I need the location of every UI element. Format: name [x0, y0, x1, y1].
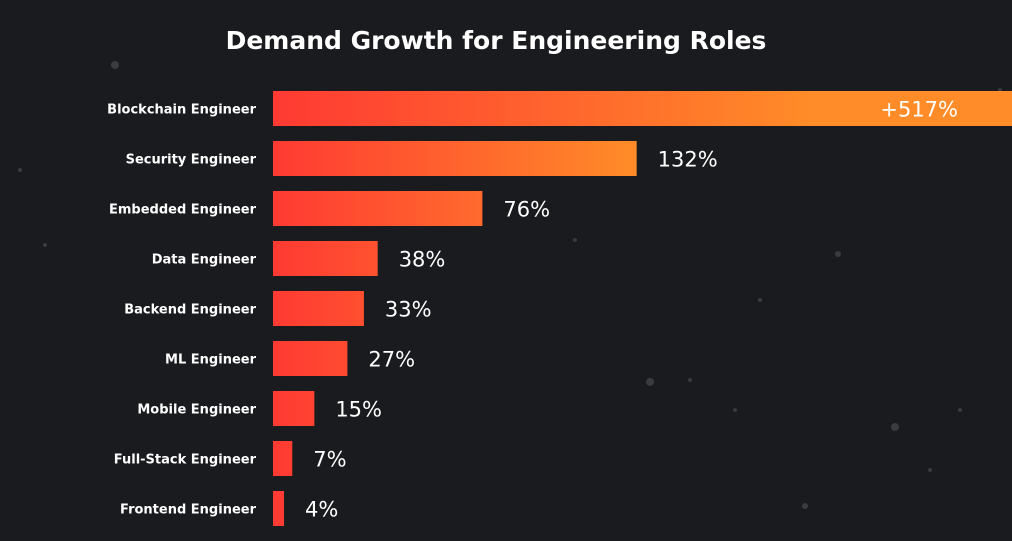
background-dot — [573, 238, 577, 242]
category-label: Frontend Engineer — [120, 503, 257, 518]
category-label: Embedded Engineer — [109, 203, 257, 218]
category-label: Security Engineer — [126, 153, 257, 168]
category-label: Data Engineer — [152, 253, 257, 268]
value-label: 38% — [399, 248, 446, 272]
bar — [273, 341, 348, 376]
background-dot — [928, 468, 932, 472]
bar — [273, 441, 293, 476]
bar — [273, 241, 378, 276]
bar — [273, 391, 315, 426]
background-dot — [688, 378, 692, 382]
background-dot — [43, 243, 47, 247]
bar — [273, 191, 483, 226]
bar — [273, 91, 1012, 126]
background-dot — [111, 61, 119, 69]
background-dot — [18, 168, 22, 172]
category-label: Blockchain Engineer — [107, 103, 256, 118]
bar — [273, 141, 637, 176]
category-label: Backend Engineer — [124, 303, 256, 318]
background-dot — [891, 423, 899, 431]
background-dot — [835, 251, 841, 257]
value-label: 7% — [313, 448, 346, 472]
bar — [273, 291, 364, 326]
background-dot — [733, 408, 737, 412]
value-label: +517% — [880, 98, 958, 122]
background-dot — [646, 378, 654, 386]
value-label: 76% — [503, 198, 550, 222]
background-dot — [758, 298, 762, 302]
value-label: 15% — [335, 398, 382, 422]
category-label: Mobile Engineer — [137, 403, 256, 418]
background-dot — [802, 503, 808, 509]
value-label: 132% — [658, 148, 718, 172]
chart-title: Demand Growth for Engineering Roles — [225, 26, 767, 55]
value-label: 27% — [368, 348, 415, 372]
background-dot — [958, 408, 962, 412]
value-label: 4% — [305, 498, 338, 522]
value-label: 33% — [385, 298, 432, 322]
category-label: ML Engineer — [165, 353, 257, 368]
bar — [273, 491, 285, 526]
category-label: Full-Stack Engineer — [114, 453, 257, 468]
